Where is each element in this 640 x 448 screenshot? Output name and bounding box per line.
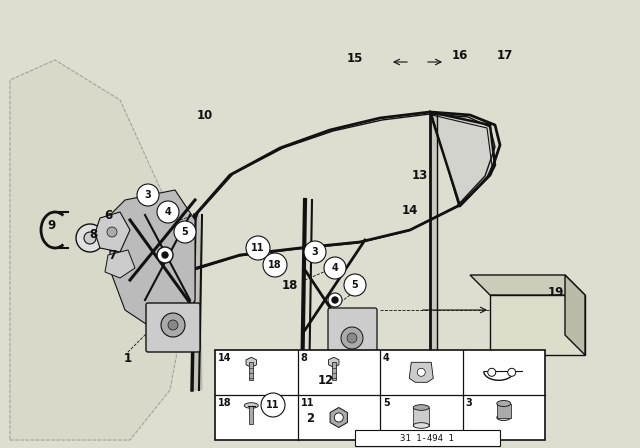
- Circle shape: [332, 297, 338, 303]
- Circle shape: [84, 232, 96, 244]
- Text: 11: 11: [266, 400, 280, 410]
- Text: 31 1-494 1: 31 1-494 1: [400, 434, 454, 443]
- Text: 3: 3: [145, 190, 152, 200]
- Text: 4: 4: [383, 353, 390, 363]
- Text: 14: 14: [402, 203, 418, 216]
- Polygon shape: [246, 358, 257, 367]
- Text: 7: 7: [108, 249, 116, 262]
- Circle shape: [261, 393, 285, 417]
- Circle shape: [162, 252, 168, 258]
- Polygon shape: [430, 112, 495, 206]
- Ellipse shape: [497, 401, 511, 406]
- Text: 1: 1: [124, 352, 132, 365]
- Circle shape: [157, 247, 173, 263]
- Circle shape: [246, 236, 270, 260]
- Text: 11: 11: [252, 243, 265, 253]
- Polygon shape: [332, 362, 336, 380]
- Circle shape: [168, 320, 178, 330]
- Ellipse shape: [315, 361, 333, 369]
- Text: 13: 13: [412, 168, 428, 181]
- Polygon shape: [189, 215, 202, 390]
- Text: 4: 4: [332, 263, 339, 273]
- Text: 16: 16: [452, 48, 468, 61]
- Circle shape: [417, 368, 425, 376]
- Polygon shape: [430, 112, 437, 390]
- Ellipse shape: [497, 414, 511, 421]
- Circle shape: [107, 227, 117, 237]
- Ellipse shape: [244, 403, 259, 408]
- Circle shape: [137, 184, 159, 206]
- Circle shape: [263, 253, 287, 277]
- Text: 6: 6: [104, 208, 112, 221]
- Polygon shape: [330, 408, 348, 427]
- Circle shape: [334, 413, 343, 422]
- Text: 4: 4: [164, 207, 172, 217]
- Polygon shape: [110, 190, 195, 330]
- Text: 12: 12: [318, 374, 334, 387]
- Polygon shape: [565, 275, 585, 355]
- Polygon shape: [497, 404, 511, 418]
- Polygon shape: [105, 250, 135, 278]
- FancyBboxPatch shape: [355, 430, 500, 446]
- Text: 5: 5: [182, 227, 188, 237]
- Circle shape: [344, 274, 366, 296]
- Circle shape: [488, 368, 496, 376]
- Text: 17: 17: [497, 48, 513, 61]
- Text: 8: 8: [301, 353, 307, 363]
- Circle shape: [304, 241, 326, 263]
- Text: 5: 5: [351, 280, 358, 290]
- Circle shape: [508, 368, 516, 376]
- Circle shape: [341, 327, 363, 349]
- Text: 15: 15: [347, 52, 363, 65]
- Polygon shape: [249, 362, 253, 380]
- FancyBboxPatch shape: [328, 308, 377, 367]
- Circle shape: [313, 401, 327, 415]
- Ellipse shape: [413, 423, 429, 428]
- FancyBboxPatch shape: [215, 350, 545, 440]
- Polygon shape: [95, 212, 130, 252]
- Circle shape: [324, 257, 346, 279]
- Circle shape: [157, 201, 179, 223]
- Text: 9: 9: [48, 219, 56, 232]
- Polygon shape: [10, 60, 185, 440]
- Text: 18: 18: [282, 279, 298, 292]
- Text: 19: 19: [548, 285, 564, 298]
- Polygon shape: [413, 408, 429, 426]
- Polygon shape: [470, 275, 585, 295]
- Text: 18: 18: [218, 398, 232, 408]
- Circle shape: [328, 293, 342, 307]
- Circle shape: [347, 333, 357, 343]
- Text: 5: 5: [383, 398, 390, 408]
- Ellipse shape: [413, 405, 429, 410]
- Text: 18: 18: [268, 260, 282, 270]
- Text: 11: 11: [301, 398, 314, 408]
- Text: 3: 3: [312, 247, 318, 257]
- Text: 10: 10: [197, 108, 213, 121]
- Polygon shape: [328, 358, 339, 367]
- FancyBboxPatch shape: [146, 303, 200, 352]
- Text: 14: 14: [218, 353, 232, 363]
- Text: 3: 3: [465, 398, 472, 408]
- Circle shape: [76, 224, 104, 252]
- Text: 2: 2: [306, 412, 314, 425]
- Polygon shape: [490, 295, 585, 355]
- FancyBboxPatch shape: [314, 364, 334, 406]
- Text: 8: 8: [89, 228, 97, 241]
- Circle shape: [161, 313, 185, 337]
- Polygon shape: [249, 405, 253, 423]
- Polygon shape: [409, 362, 433, 382]
- Circle shape: [174, 221, 196, 243]
